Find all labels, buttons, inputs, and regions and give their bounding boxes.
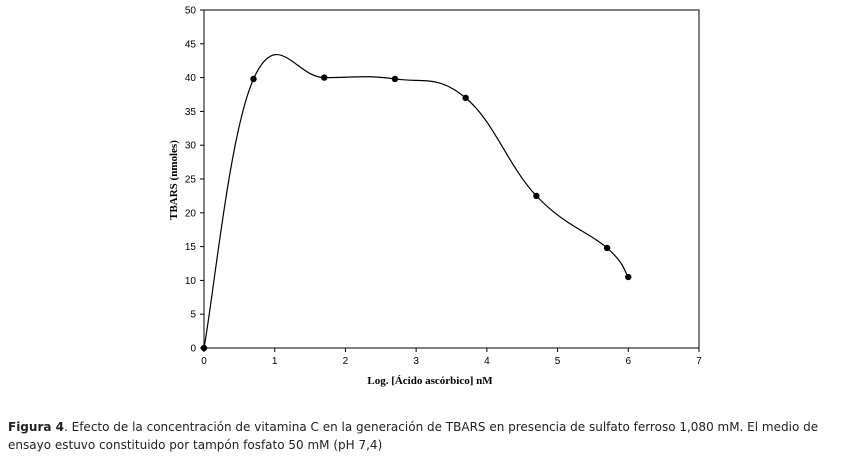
y-tick-label: 15 xyxy=(185,242,197,253)
data-point xyxy=(625,273,632,281)
data-point xyxy=(462,94,469,102)
y-axis: 0 5 10 15 20 25 30 35 40 45 50 xyxy=(185,6,204,355)
x-tick-label: 5 xyxy=(555,356,561,367)
x-tick-label: 0 xyxy=(201,356,207,367)
x-tick-label: 1 xyxy=(272,356,278,367)
x-axis: 0 1 2 3 4 5 6 7 xyxy=(201,348,702,367)
x-tick-label: 6 xyxy=(626,356,632,367)
x-tick-label: 2 xyxy=(343,356,349,367)
y-tick-label: 45 xyxy=(185,39,197,50)
series-points xyxy=(200,74,632,352)
x-axis-title: Log. [Ácido ascórbico] nM xyxy=(367,375,493,387)
plot-area-frame xyxy=(203,9,700,349)
y-tick-label: 25 xyxy=(185,175,197,186)
y-tick-label: 10 xyxy=(185,276,197,287)
y-tick-label: 40 xyxy=(185,73,197,84)
x-tick-label: 4 xyxy=(484,356,490,367)
y-tick-label: 35 xyxy=(185,107,197,118)
caption-label: Figura 4 xyxy=(8,420,64,434)
figure-caption: Figura 4. Efecto de la concentración de … xyxy=(8,418,860,454)
data-point xyxy=(200,344,208,352)
y-tick-label: 20 xyxy=(185,208,197,219)
data-point xyxy=(603,244,611,252)
data-point xyxy=(250,75,257,83)
x-tick-label: 7 xyxy=(696,356,702,367)
y-tick-label: 5 xyxy=(190,310,196,321)
y-tick-label: 0 xyxy=(190,344,196,355)
y-tick-label: 50 xyxy=(185,6,197,17)
y-tick-label: 30 xyxy=(185,141,197,152)
caption-text: . Efecto de la concentración de vitamina… xyxy=(8,420,819,452)
data-point xyxy=(533,192,540,200)
x-tick-label: 3 xyxy=(413,356,419,367)
y-axis-title: TBARS (nmoles) xyxy=(168,140,180,220)
series-line xyxy=(203,53,629,349)
data-point xyxy=(321,74,328,81)
data-point xyxy=(391,75,399,83)
